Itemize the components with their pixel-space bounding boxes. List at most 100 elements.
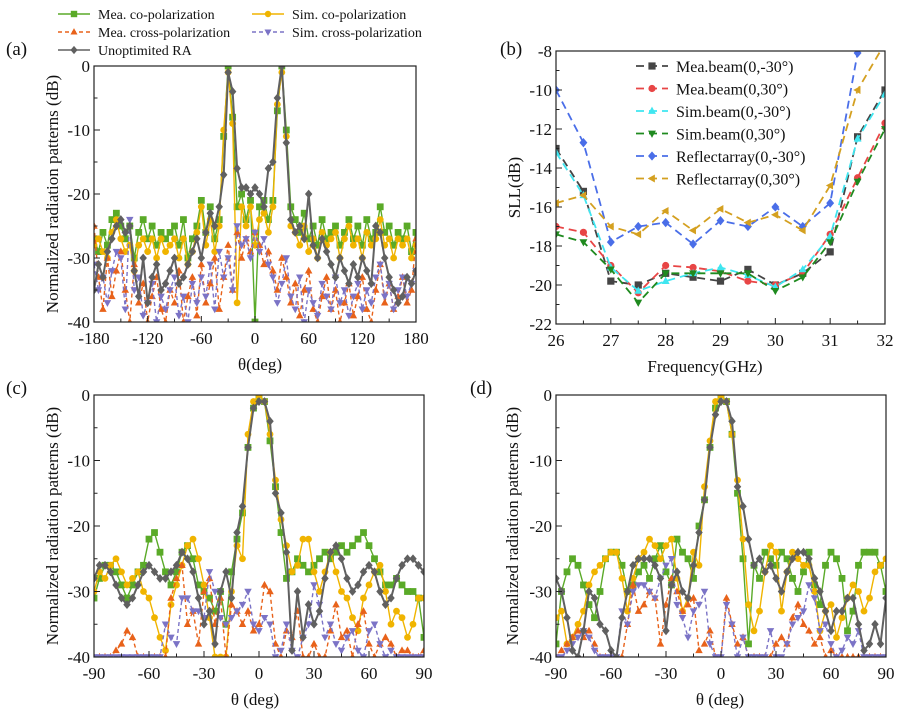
data-point xyxy=(337,554,346,564)
data-point xyxy=(215,248,223,256)
data-point xyxy=(150,567,159,577)
data-point xyxy=(269,274,277,282)
data-point xyxy=(255,248,264,256)
data-point xyxy=(712,398,719,405)
data-point xyxy=(854,619,863,629)
data-point xyxy=(227,614,236,622)
data-point xyxy=(408,254,415,262)
data-point xyxy=(162,248,169,256)
data-point xyxy=(601,626,610,636)
data-point xyxy=(662,261,670,270)
data-point xyxy=(271,654,280,657)
data-point xyxy=(206,208,215,218)
data-point xyxy=(269,266,277,274)
data-point xyxy=(327,259,335,269)
data-point xyxy=(657,542,664,550)
data-point xyxy=(237,253,246,261)
x-axis-label: θ(deg) xyxy=(238,355,282,374)
data-point xyxy=(409,620,417,628)
data-point xyxy=(821,621,830,629)
data-point xyxy=(761,548,769,556)
data-point xyxy=(409,588,417,595)
data-point xyxy=(343,594,351,602)
data-point xyxy=(354,235,362,243)
legend-marker-square xyxy=(648,62,656,70)
plot-area xyxy=(94,66,416,322)
data-point xyxy=(403,235,411,243)
data-point xyxy=(882,555,886,563)
data-point xyxy=(172,574,181,582)
data-point xyxy=(178,561,186,569)
data-point xyxy=(337,647,346,655)
data-point xyxy=(788,554,797,564)
data-point xyxy=(296,241,304,249)
data-point xyxy=(112,209,120,217)
data-point xyxy=(832,654,841,657)
x-tick-label: 30 xyxy=(767,331,784,350)
data-point xyxy=(255,395,263,399)
data-point xyxy=(184,319,192,322)
data-point xyxy=(130,266,138,276)
data-point xyxy=(794,614,802,622)
data-point xyxy=(354,647,362,655)
data-point xyxy=(179,272,188,282)
data-point xyxy=(295,221,304,231)
data-point xyxy=(700,495,709,505)
panel-a-chart: (a) -180 -120 -60 0 60 120 180 0 -10 -20 -30 -40 θ(de… xyxy=(6,39,429,374)
y-tick-label: -10 xyxy=(67,452,90,471)
data-point xyxy=(788,613,797,621)
data-point xyxy=(404,588,411,595)
data-point xyxy=(161,573,170,583)
x-tick-label: 30 xyxy=(306,664,323,683)
data-point xyxy=(557,654,566,657)
data-point xyxy=(881,119,885,127)
data-point xyxy=(180,235,187,243)
data-point xyxy=(327,306,335,314)
data-point xyxy=(398,560,406,570)
legend-item: Mea.beam(0,-30°) xyxy=(636,59,793,76)
data-point xyxy=(123,626,131,634)
top-legend: Mea. co-polarization Sim. co-polarization… xyxy=(58,8,422,59)
x-tick-label: 90 xyxy=(416,664,433,683)
data-point xyxy=(399,241,406,249)
data-point xyxy=(640,561,648,569)
data-point xyxy=(354,620,362,627)
data-point xyxy=(706,442,714,452)
series-line xyxy=(556,395,886,644)
data-point xyxy=(881,89,885,97)
data-point xyxy=(316,555,323,563)
data-point xyxy=(722,601,731,609)
data-point xyxy=(188,273,197,280)
data-point xyxy=(108,268,116,275)
data-point xyxy=(103,300,112,307)
plot-frame xyxy=(93,394,425,658)
data-point xyxy=(238,203,245,211)
data-point xyxy=(180,216,187,223)
data-point xyxy=(596,561,604,569)
data-point xyxy=(211,653,219,657)
data-point xyxy=(579,137,588,148)
data-point xyxy=(700,588,709,596)
data-point xyxy=(826,198,835,208)
data-point xyxy=(370,621,379,629)
data-point xyxy=(171,235,178,243)
data-point xyxy=(219,274,228,282)
series-mea-co-polarization xyxy=(94,395,424,641)
data-point xyxy=(99,229,107,236)
data-point xyxy=(563,639,571,647)
data-point xyxy=(101,575,109,582)
x-tick-label: 90 xyxy=(878,664,895,683)
data-point xyxy=(134,580,142,590)
x-tick-label: -120 xyxy=(132,329,163,348)
data-point xyxy=(273,285,282,293)
data-point xyxy=(244,442,252,452)
data-point xyxy=(805,548,813,556)
data-point xyxy=(183,554,192,564)
data-point xyxy=(269,157,277,167)
data-point xyxy=(799,547,808,557)
data-point xyxy=(282,255,291,263)
data-point xyxy=(238,190,245,198)
data-point xyxy=(371,555,378,563)
x-tick-label: -90 xyxy=(545,664,568,683)
data-point xyxy=(728,621,736,629)
